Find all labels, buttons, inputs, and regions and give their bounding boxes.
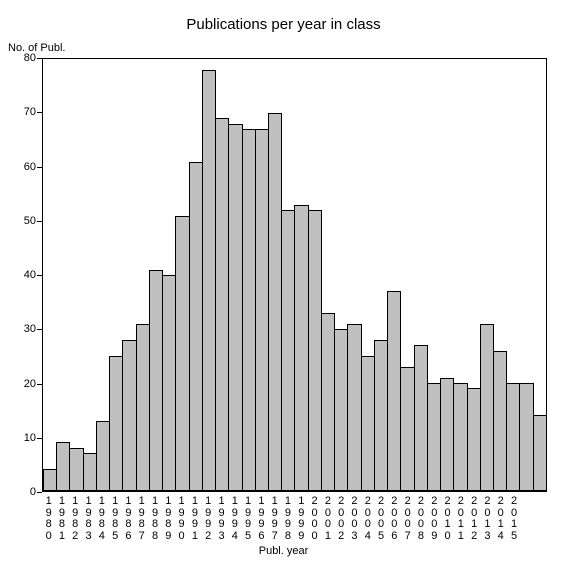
- x-tick-label: 1986: [122, 492, 135, 552]
- x-tick-label: 2012: [468, 492, 481, 552]
- x-tick-label: 1992: [202, 492, 215, 552]
- x-tick-label: 2006: [388, 492, 401, 552]
- bar: [281, 210, 295, 491]
- x-tick-label: 1984: [95, 492, 108, 552]
- y-tick-label: 40: [24, 269, 36, 281]
- y-tick-label: 0: [30, 486, 36, 498]
- bar: [228, 124, 242, 491]
- x-tick-label: 2014: [494, 492, 507, 552]
- y-axis-ticks: 01020304050607080: [0, 58, 42, 492]
- bar: [414, 345, 428, 491]
- bar: [136, 324, 150, 491]
- bar: [387, 291, 401, 491]
- bar: [56, 442, 70, 491]
- x-tick-label: 1985: [108, 492, 121, 552]
- bar: [83, 453, 97, 491]
- x-tick-label: 2013: [481, 492, 494, 552]
- chart-title: Publications per year in class: [0, 16, 567, 33]
- bar: [374, 340, 388, 491]
- bar: [294, 205, 308, 491]
- x-tick-label: 1994: [228, 492, 241, 552]
- bar: [308, 210, 322, 491]
- bar: [400, 367, 414, 491]
- x-tick-label: 1991: [188, 492, 201, 552]
- x-tick-label: 1987: [135, 492, 148, 552]
- x-axis-ticks: 1980198119821983198419851986198719881989…: [42, 492, 547, 552]
- bar: [467, 388, 481, 491]
- bar: [321, 313, 335, 491]
- bar: [453, 383, 467, 491]
- x-tick-label: 2002: [335, 492, 348, 552]
- chart-container: Publications per year in class No. of Pu…: [0, 0, 567, 567]
- x-tick-label: 1982: [69, 492, 82, 552]
- x-tick-label: 1993: [215, 492, 228, 552]
- x-axis-label: Publ. year: [0, 545, 567, 557]
- y-tick-label: 70: [24, 106, 36, 118]
- bar: [189, 162, 203, 491]
- bar: [493, 351, 507, 491]
- y-tick-label: 80: [24, 52, 36, 64]
- bar: [347, 324, 361, 491]
- x-tick-label: 2011: [454, 492, 467, 552]
- bar: [334, 329, 348, 491]
- plot-area: [42, 58, 547, 492]
- x-tick-label: 2003: [348, 492, 361, 552]
- x-tick-label: 1989: [162, 492, 175, 552]
- y-tick-label: 50: [24, 215, 36, 227]
- x-tick-label: 2009: [428, 492, 441, 552]
- bar: [268, 113, 282, 491]
- bar: [215, 118, 229, 491]
- y-tick-label: 30: [24, 323, 36, 335]
- x-tick-label: 1995: [241, 492, 254, 552]
- x-tick-label: 2001: [321, 492, 334, 552]
- bar: [506, 383, 520, 491]
- y-axis-label: No. of Publ.: [8, 42, 65, 54]
- bar: [519, 383, 533, 491]
- bar: [255, 129, 269, 491]
- x-tick-label: 2010: [441, 492, 454, 552]
- y-tick-label: 60: [24, 161, 36, 173]
- bars-group: [43, 59, 546, 491]
- x-tick-label: 1983: [82, 492, 95, 552]
- x-tick-label: 2007: [401, 492, 414, 552]
- bar: [175, 216, 189, 491]
- x-tick-label: 1996: [255, 492, 268, 552]
- bar: [162, 275, 176, 491]
- bar: [533, 415, 547, 491]
- x-tick-label: 2004: [361, 492, 374, 552]
- bar: [202, 70, 216, 491]
- y-tick-label: 20: [24, 378, 36, 390]
- x-tick-label: 1981: [55, 492, 68, 552]
- bar: [69, 448, 83, 491]
- bar: [122, 340, 136, 491]
- x-tick-label: 1988: [148, 492, 161, 552]
- bar: [361, 356, 375, 491]
- x-tick-label: 2005: [374, 492, 387, 552]
- x-tick-label: 1980: [42, 492, 55, 552]
- x-tick-label: 2000: [308, 492, 321, 552]
- bar: [149, 270, 163, 491]
- x-tick-label: 1997: [268, 492, 281, 552]
- bar: [440, 378, 454, 491]
- x-tick-label: [534, 492, 547, 552]
- bar: [43, 469, 57, 491]
- bar: [427, 383, 441, 491]
- bar: [242, 129, 256, 491]
- x-tick-label: [521, 492, 534, 552]
- bar: [109, 356, 123, 491]
- x-tick-label: 2015: [507, 492, 520, 552]
- bar: [96, 421, 110, 491]
- bar: [480, 324, 494, 491]
- x-tick-label: 1998: [281, 492, 294, 552]
- x-tick-label: 1990: [175, 492, 188, 552]
- y-tick-label: 10: [24, 432, 36, 444]
- x-tick-label: 1999: [295, 492, 308, 552]
- x-tick-label: 2008: [414, 492, 427, 552]
